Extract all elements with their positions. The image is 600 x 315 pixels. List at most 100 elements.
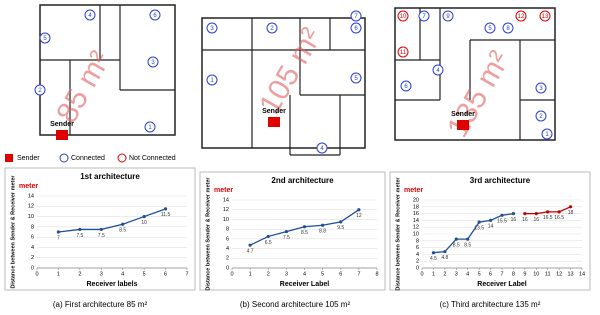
data-point bbox=[266, 234, 270, 239]
data-label: 16 bbox=[522, 217, 528, 223]
caption: (c) Third architecture 135 m² bbox=[440, 300, 541, 309]
y-tick-label: 0 bbox=[226, 265, 229, 271]
x-tick-label: 8 bbox=[375, 271, 378, 277]
data-point bbox=[511, 212, 516, 216]
data-label: 14 bbox=[488, 224, 494, 230]
receiver bbox=[39, 32, 51, 44]
x-tick-label: 2 bbox=[443, 271, 446, 277]
receiver-label: 7 bbox=[354, 14, 358, 20]
y-tick-label: 0 bbox=[416, 265, 419, 271]
x-tick-label: 12 bbox=[556, 271, 562, 277]
data-point bbox=[557, 210, 561, 214]
receiver-label: 5 bbox=[488, 26, 492, 32]
data-point bbox=[357, 208, 361, 212]
data-label: 16.5 bbox=[543, 215, 553, 221]
y-axis-label: Distance between Sender & Receiver meter bbox=[395, 177, 401, 291]
y-tick-label: 6 bbox=[31, 235, 34, 241]
x-tick-label: 7 bbox=[357, 271, 360, 277]
receiver bbox=[502, 22, 514, 34]
receiver bbox=[535, 82, 547, 94]
receiver-label: 3 bbox=[210, 26, 214, 32]
receiver bbox=[206, 74, 218, 86]
data-label: 8.5 bbox=[464, 242, 471, 248]
x-tick-label: 7 bbox=[185, 271, 188, 277]
receiver bbox=[515, 10, 527, 22]
legend-not-connected-icon bbox=[117, 153, 127, 163]
y-tick-label: 0 bbox=[31, 265, 34, 271]
data-label: 6.5 bbox=[265, 240, 272, 246]
receiver bbox=[539, 10, 551, 22]
sender-label: Sender bbox=[262, 108, 286, 115]
caption: (a) First architecture 85 m² bbox=[53, 300, 148, 309]
receiver bbox=[535, 110, 547, 122]
receiver bbox=[149, 9, 161, 21]
x-tick-label: 1 bbox=[249, 271, 252, 277]
y-tick-label: 14 bbox=[28, 193, 34, 199]
x-tick-label: 6 bbox=[164, 271, 167, 277]
y-tick-label: 8 bbox=[416, 238, 419, 244]
legend-sender-icon bbox=[5, 154, 13, 162]
x-tick-label: 3 bbox=[285, 271, 288, 277]
receiver-label: 4 bbox=[88, 13, 92, 19]
data-label: 16.5 bbox=[554, 215, 564, 221]
x-tick-label: 3 bbox=[455, 271, 458, 277]
y-tick-label: 2 bbox=[416, 259, 419, 265]
y-tick-label: 12 bbox=[413, 225, 419, 231]
x-tick-label: 1 bbox=[57, 271, 60, 277]
area-label: 105 m² bbox=[253, 23, 328, 120]
x-tick-label: 7 bbox=[500, 271, 503, 277]
receiver bbox=[350, 10, 362, 22]
receiver bbox=[484, 22, 496, 34]
receiver bbox=[144, 121, 156, 133]
receiver-label: 3 bbox=[151, 60, 155, 66]
receiver bbox=[400, 80, 412, 92]
data-label: 18 bbox=[568, 210, 574, 216]
chart-frame bbox=[199, 171, 386, 291]
caption: (b) Second architecture 105 m² bbox=[240, 300, 351, 309]
receiver-label: 10 bbox=[400, 14, 407, 20]
data-point bbox=[142, 214, 146, 219]
data-point bbox=[500, 213, 504, 217]
x-tick-label: 9 bbox=[523, 271, 526, 277]
y-tick-label: 4 bbox=[416, 252, 419, 258]
x-tick-label: 1 bbox=[432, 271, 435, 277]
x-tick-label: 6 bbox=[489, 271, 492, 277]
x-tick-label: 5 bbox=[321, 271, 324, 277]
x-axis-label: Receiver labels bbox=[87, 281, 138, 288]
data-label: 9.5 bbox=[337, 225, 344, 231]
x-tick-label: 2 bbox=[267, 271, 270, 277]
x-tick-label: 0 bbox=[35, 271, 38, 277]
receiver bbox=[84, 9, 96, 21]
receiver-label: 5 bbox=[43, 36, 47, 42]
receiver bbox=[432, 64, 444, 76]
receiver-label: 2 bbox=[539, 114, 543, 120]
x-tick-label: 10 bbox=[533, 271, 539, 277]
x-axis-label: Receiver Label bbox=[280, 281, 329, 288]
y-tick-label: 10 bbox=[413, 231, 419, 237]
x-tick-label: 5 bbox=[143, 271, 146, 277]
x-tick-label: 4 bbox=[466, 271, 469, 277]
y-tick-label: 6 bbox=[226, 236, 229, 242]
receiver bbox=[350, 72, 362, 84]
y-tick-label: 8 bbox=[31, 224, 34, 230]
data-label: 11.5 bbox=[161, 212, 171, 218]
y-axis-label: Distance between Sender & Receiver meter bbox=[205, 177, 211, 291]
receiver bbox=[397, 46, 409, 58]
receiver-label: 12 bbox=[518, 14, 525, 20]
y-tick-label: 2 bbox=[226, 256, 229, 262]
y-tick-label: 2 bbox=[31, 255, 34, 261]
receiver-label: 6 bbox=[354, 26, 358, 32]
data-label: 8.5 bbox=[301, 230, 308, 236]
receiver-label: 8 bbox=[506, 26, 510, 32]
x-tick-label: 13 bbox=[568, 271, 574, 277]
series-line bbox=[433, 212, 514, 254]
receiver bbox=[206, 22, 218, 34]
legend-connected-icon bbox=[59, 153, 69, 163]
data-label: 15.5 bbox=[497, 219, 507, 225]
legend-sender: Sender bbox=[17, 155, 40, 162]
receiver-label: 5 bbox=[354, 76, 358, 82]
y-tick-label: 12 bbox=[223, 207, 229, 213]
data-label: 12 bbox=[356, 213, 362, 219]
data-point bbox=[523, 212, 527, 216]
